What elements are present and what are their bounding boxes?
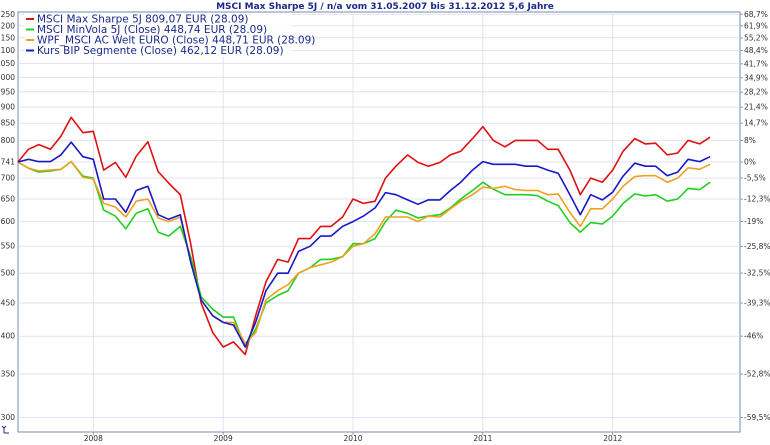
right-tick-label: 8% [744,136,756,145]
left-tick-label: 650 [1,195,16,204]
legend-label: WPF_MSCI AC Welt EURO (Close) 448,71 EUR… [37,35,315,47]
right-tick-label: 68,7% [744,10,768,19]
left-tick-label: 1200 [0,21,15,30]
right-tick-label: 61,9% [744,21,768,30]
chart-title: MSCI Max Sharpe 5J / n/a vom 31.05.2007 … [216,2,554,12]
left-tick-label: 300 [1,413,16,422]
right-tick-label: 0% [744,158,756,167]
left-tick-label: 700 [1,174,16,183]
right-tick-label: -59,5% [744,413,770,422]
right-tick-label: -39,3% [744,299,770,308]
left-tick-label: 450 [1,298,16,307]
x-tick-label: 2008 [84,434,103,443]
series-layer [17,116,711,356]
right-tick-label: -19% [744,217,763,226]
right-tick-label: -32,5% [744,269,770,278]
right-tick-label: -12,3% [744,195,770,204]
right-tick-label: -25,8% [744,242,770,251]
series-line-4 [17,141,711,348]
left-tick-label: 400 [1,332,16,341]
x-tick-label: 2012 [603,434,622,443]
legend-label: MSCI Max Sharpe 5J 809,07 EUR (28.09) [37,14,248,26]
x-axis: 2008 2009 2010 2011 2012 [84,432,623,443]
left-tick-label: 350 [1,369,16,378]
right-tick-label: -52,8% [744,370,770,379]
right-tick-label: -5,5% [744,174,766,183]
series-line-1 [17,116,711,356]
x-tick-label: 2010 [343,434,362,443]
x-tick-label: 2011 [473,434,492,443]
right-axis: 68,7% 61,9% 55,2% 48,4% 41,7% 34,9% 28,2% 21,4%… [740,10,770,422]
left-tick-label: 550 [1,242,16,251]
legend-label: MSCI MinVola 5J (Close) 448,74 EUR (28.0… [37,24,267,36]
legend-box [24,13,292,57]
left-tick-label: 741 [1,158,16,167]
corner-marker-icon [1,425,9,434]
x-tick-label: 2009 [214,434,233,443]
legend: MSCI Max Sharpe 5J 809,07 EUR (28.09)MSC… [24,13,315,57]
legend-label: Kurs BIP Segmente (Close) 462,12 EUR (28… [37,45,284,57]
right-tick-label: 28,2% [744,88,768,97]
series-line-3 [17,160,711,345]
left-tick-label: 600 [1,217,16,226]
left-tick-label: 950 [1,87,16,96]
right-tick-label: 41,7% [744,59,768,68]
left-tick-label: 1150 [0,33,15,42]
left-tick-label: 900 [1,103,16,112]
right-tick-label: 55,2% [744,33,768,42]
corner-marker-path [1,425,9,434]
left-tick-label: 1050 [0,59,15,68]
left-tick-label: 1100 [0,46,15,55]
left-tick-label: 500 [1,269,16,278]
right-tick-label: 21,4% [744,103,768,112]
left-tick-label: 850 [1,119,16,128]
right-tick-label: 48,4% [744,46,768,55]
left-tick-label: 800 [1,136,16,145]
left-tick-label: 1250 [0,10,15,19]
grid-lines [18,12,740,432]
right-tick-label: 14,7% [744,119,768,128]
right-tick-label: -46% [744,332,763,341]
right-tick-label: 34,9% [744,73,768,82]
